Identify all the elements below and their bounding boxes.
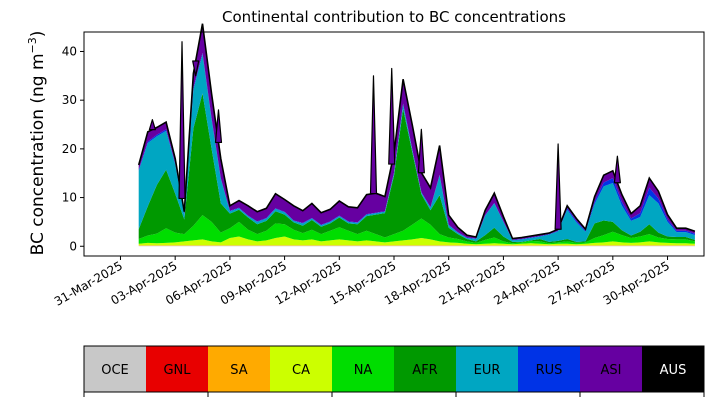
legend-swatch-aus (642, 346, 705, 392)
svg-text:BC concentration (ng m−3): BC concentration (ng m−3) (26, 31, 48, 256)
peak-mark (554, 143, 562, 230)
peak-mark (613, 155, 621, 184)
legend-label-sa: SA (230, 363, 247, 378)
peak-mark (178, 41, 186, 200)
plot-area (137, 23, 696, 247)
y-axis-label: BC concentration (ng m−3) (26, 31, 48, 256)
peak-mark (214, 109, 223, 144)
y-axis-label-close: ) (28, 31, 48, 38)
peak-mark (148, 119, 156, 131)
legend-swatch-afr (394, 346, 457, 392)
legend-label-na: NA (354, 363, 373, 378)
chart-title: Continental contribution to BC concentra… (222, 8, 566, 26)
legend-swatch-ca (270, 346, 333, 392)
legend-label-gnl: GNL (163, 363, 191, 378)
y-axis-label-exponent: −3 (26, 37, 39, 53)
legend-frame (83, 345, 705, 393)
area-series-na (138, 215, 695, 245)
y-axis-label-text: BC concentration (ng m (28, 53, 48, 255)
y-tick-label: 10 (62, 191, 77, 205)
legend-swatch-sa (208, 346, 271, 392)
area-series-sa (138, 245, 695, 246)
area-series-oce (138, 245, 695, 247)
legend-swatch-oce (84, 346, 147, 392)
y-tick-label: 0 (69, 239, 77, 253)
legend-swatch-eur (456, 346, 519, 392)
peak-mark (369, 75, 378, 195)
legend-label-aus: AUS (660, 363, 687, 378)
total-line (137, 23, 696, 240)
legend-label-rus: RUS (536, 363, 563, 378)
legend-label-oce: OCE (101, 363, 129, 378)
y-tick-label: 30 (62, 93, 77, 107)
area-series-eur (138, 54, 695, 242)
y-tick-label: 20 (62, 142, 77, 156)
peak-mark (192, 60, 200, 77)
legend: OCE GNL SA CA NA AFR EUR RUS ASI AUS (83, 345, 705, 397)
legend-label-asi: ASI (601, 363, 622, 378)
legend-swatch-na (332, 346, 395, 392)
peak-mark (388, 67, 396, 165)
legend-label-ca: CA (292, 363, 310, 378)
y-tick-label: 40 (62, 44, 77, 58)
peak-mark (417, 128, 425, 174)
area-series-afr (138, 93, 695, 244)
legend-label-eur: EUR (474, 363, 501, 378)
area-series-ca (138, 236, 695, 246)
legend-swatch-gnl (146, 346, 209, 392)
legend-swatch-asi (580, 346, 643, 392)
legend-swatch-rus (518, 346, 581, 392)
legend-label-afr: AFR (412, 363, 437, 378)
